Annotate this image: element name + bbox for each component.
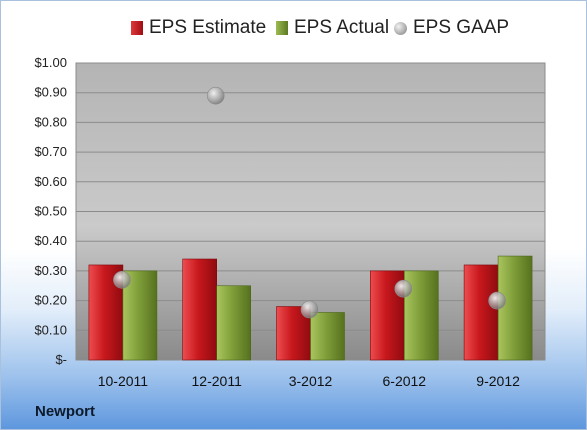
bar-eps-estimate — [463, 264, 499, 361]
x-category-label: 9-2012 — [476, 373, 520, 389]
bar-eps-estimate — [182, 258, 217, 361]
bar-eps-actual — [122, 270, 158, 361]
y-tick-label: $0.30 — [34, 263, 67, 278]
legend-item-eps-gaap: EPS GAAP — [394, 17, 509, 39]
legend-label-estimate: EPS Estimate — [149, 17, 267, 38]
x-category-label: 10-2011 — [98, 373, 149, 389]
legend-swatch-actual — [276, 21, 288, 35]
marker-eps-gaap — [488, 291, 506, 310]
y-tick-label: $0.10 — [34, 322, 67, 337]
legend-swatch-gaap — [394, 21, 407, 35]
bar-eps-actual — [497, 255, 533, 361]
x-category-label: 3-2012 — [289, 373, 333, 389]
x-category-label: 6-2012 — [383, 373, 427, 389]
marker-eps-gaap — [113, 271, 131, 289]
marker-eps-gaap — [206, 86, 225, 105]
company-name: Newport — [35, 403, 95, 420]
y-tick-label: $- — [55, 352, 67, 367]
y-tick-label: $0.40 — [34, 233, 67, 248]
y-tick-label: $0.50 — [34, 204, 67, 219]
legend-label-actual: EPS Actual — [294, 17, 390, 38]
y-tick-label: $0.80 — [34, 114, 67, 129]
legend-item-eps-estimate: EPS Estimate — [131, 17, 266, 39]
y-tick-label: $1.00 — [34, 55, 67, 70]
x-category-label: 12-2011 — [192, 373, 243, 389]
y-tick-label: $0.70 — [34, 144, 67, 159]
bar-eps-actual — [310, 312, 345, 361]
y-tick-label: $0.90 — [34, 85, 67, 100]
legend-swatch-estimate — [131, 21, 143, 35]
y-tick-label: $0.60 — [34, 174, 67, 189]
marker-eps-gaap — [300, 300, 319, 319]
bar-eps-actual — [216, 285, 251, 361]
y-tick-label: $0.20 — [34, 293, 67, 308]
marker-eps-gaap — [394, 279, 413, 298]
legend: EPS Estimate EPS Actual EPS GAAP — [1, 17, 586, 43]
legend-label-gaap: EPS GAAP — [413, 17, 510, 38]
legend-item-eps-actual: EPS Actual — [276, 17, 389, 39]
